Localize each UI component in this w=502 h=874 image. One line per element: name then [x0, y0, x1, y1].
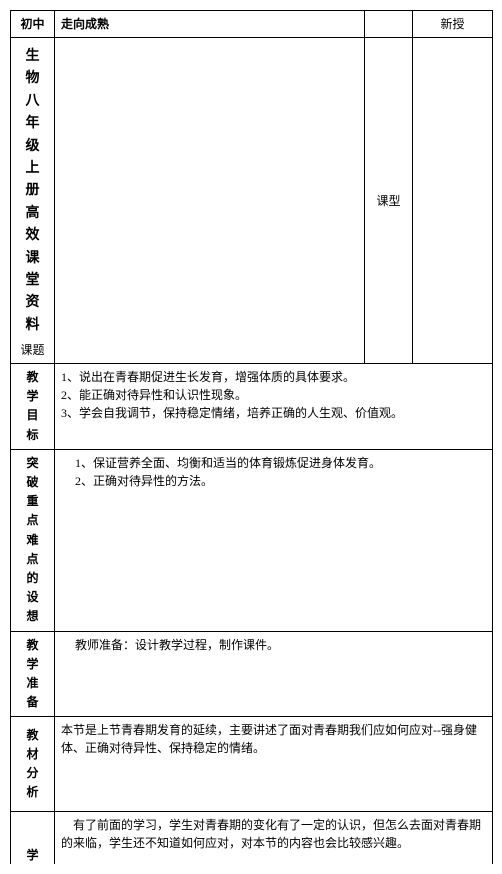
document-page: 初中 走向成熟 新授 生物八年级上册高效课堂资料 课题 课型 教学目标 1、说出… [10, 10, 492, 864]
student-content: 有了前面的学习，学生对青春期的变化有了一定的认识，但怎么去面对青春期的来临，学生… [61, 818, 481, 850]
grade-text: 初中 [20, 17, 44, 31]
student-label: 学 [27, 846, 39, 865]
keypoints-content: 1、保证营养全面、均衡和适当的体育锻炼促进身体发育。 2、正确对待异性的方法。 [55, 449, 493, 631]
material-analysis-row: 教材分析 本节是上节青春期发育的延续，主要讲述了面对青春期我们应如何应对--强身… [11, 717, 493, 812]
student-content-cell: 有了前面的学习，学生对青春期的变化有了一定的认识，但怎么去面对青春期的来临，学生… [55, 812, 493, 864]
objective-2: 2、能正确对待异性和认识性现象。 [61, 386, 486, 404]
lesson-title: 走向成熟 [61, 17, 109, 31]
objectives-label-cell: 教学目标 [11, 364, 55, 450]
objective-1: 1、说出在青春期促进生长发育，增强体质的具体要求。 [61, 368, 486, 386]
lesson-title-cell: 走向成熟 [55, 11, 365, 38]
subject-label: 生物八年级上册高效课堂资料 [26, 46, 40, 337]
preparation-label: 教学准备 [27, 636, 39, 713]
class-type-value-cell: 新授 [413, 11, 493, 38]
preparation-row: 教学准备 教师准备：设计教学过程，制作课件。 [11, 631, 493, 717]
student-analysis-row: 学 有了前面的学习，学生对青春期的变化有了一定的认识，但怎么去面对青春期的来临，… [11, 812, 493, 864]
blank-cell-2 [413, 38, 493, 364]
grade-label: 初中 [11, 11, 55, 38]
objectives-label: 教学目标 [27, 368, 39, 445]
subject-row: 生物八年级上册高效课堂资料 课题 课型 [11, 38, 493, 364]
keypoints-label-cell: 突破重点难点的设想 [11, 449, 55, 631]
keypoints-row: 突破重点难点的设想 1、保证营养全面、均衡和适当的体育锻炼促进身体发育。 2、正… [11, 449, 493, 631]
class-type-label-cell: 课型 [365, 38, 413, 364]
material-content-cell: 本节是上节青春期发育的延续，主要讲述了面对青春期我们应如何应对--强身健体、正确… [55, 717, 493, 812]
material-content: 本节是上节青春期发育的延续，主要讲述了面对青春期我们应如何应对--强身健体、正确… [61, 723, 477, 755]
class-type-value: 新授 [440, 17, 464, 31]
preparation-content: 教师准备：设计教学过程，制作课件。 [75, 638, 279, 652]
objectives-content: 1、说出在青春期促进生长发育，增强体质的具体要求。 2、能正确对待异性和认识性现… [55, 364, 493, 450]
preparation-content-cell: 教师准备：设计教学过程，制作课件。 [55, 631, 493, 717]
header-row: 初中 走向成熟 新授 [11, 11, 493, 38]
keypoint-1: 1、保证营养全面、均衡和适当的体育锻炼促进身体发育。 [75, 454, 486, 472]
keypoints-label: 突破重点难点的设想 [27, 454, 39, 627]
blank-cell-1 [365, 11, 413, 38]
objective-3: 3、学会自我调节，保持稳定情绪，培养正确的人生观、价值观。 [61, 404, 486, 422]
material-label-cell: 教材分析 [11, 717, 55, 812]
keypoint-2: 2、正确对待异性的方法。 [75, 472, 486, 490]
objectives-row: 教学目标 1、说出在青春期促进生长发育，增强体质的具体要求。 2、能正确对待异性… [11, 364, 493, 450]
material-label: 教材分析 [27, 726, 39, 803]
lesson-plan-table: 初中 走向成熟 新授 生物八年级上册高效课堂资料 课题 课型 教学目标 1、说出… [10, 10, 493, 864]
class-type-label: 课型 [376, 194, 400, 208]
student-label-cell: 学 [11, 812, 55, 864]
subject-label-cell: 生物八年级上册高效课堂资料 课题 [11, 38, 55, 364]
topic-sublabel: 课题 [17, 341, 48, 359]
blank-main-cell [55, 38, 365, 364]
preparation-label-cell: 教学准备 [11, 631, 55, 717]
